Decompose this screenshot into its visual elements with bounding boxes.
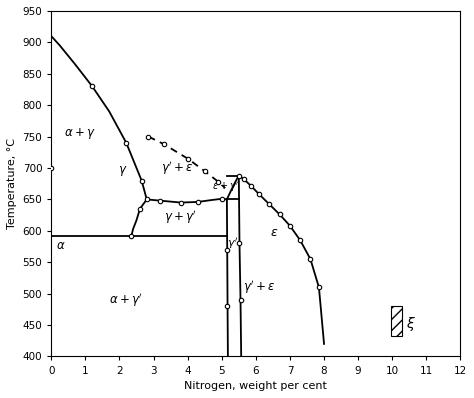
Y-axis label: Temperature, °C: Temperature, °C: [7, 138, 17, 229]
Text: $\alpha + \gamma$: $\alpha + \gamma$: [64, 126, 96, 141]
Text: $\gamma' + \varepsilon$: $\gamma' + \varepsilon$: [161, 159, 194, 177]
Text: $\varepsilon + \gamma'$: $\varepsilon + \gamma'$: [211, 181, 239, 194]
Text: $\gamma'$: $\gamma'$: [228, 236, 238, 251]
Text: $\alpha$: $\alpha$: [56, 239, 65, 252]
X-axis label: Nitrogen, weight per cent: Nitrogen, weight per cent: [184, 381, 327, 391]
Text: $\xi$: $\xi$: [406, 315, 416, 333]
Bar: [391, 306, 402, 336]
Text: $\gamma' + \varepsilon$: $\gamma' + \varepsilon$: [243, 279, 275, 296]
Text: $\varepsilon$: $\varepsilon$: [271, 226, 279, 238]
Text: $\gamma + \gamma'$: $\gamma + \gamma'$: [164, 208, 197, 226]
Text: $\alpha + \gamma'$: $\alpha + \gamma'$: [109, 291, 143, 309]
Text: $\gamma$: $\gamma$: [118, 164, 128, 178]
